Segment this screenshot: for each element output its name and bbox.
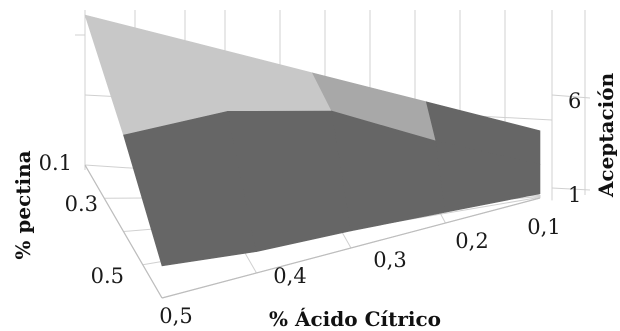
surface-patch [435,140,541,213]
x-tick-label: 0,2 [455,229,488,253]
z-tick-label: 1 [568,183,581,207]
x-tick-label: 0,1 [527,215,560,239]
tick-labels: 0,5 0,4 0,3 0,2 0,1 0.1 0.3 0.5 1 6 [39,89,582,328]
back-wall-gridline [551,187,591,191]
x-tick-label: 0,3 [373,248,406,272]
back-wall-gridline [551,94,591,99]
y-tick-label: 0.3 [65,192,98,216]
y-tick-label: 0.5 [91,264,124,288]
z-axis-title: Aceptación [594,72,618,198]
y-axis-title: % pectina [11,150,35,259]
surface-plot [84,14,541,267]
floor-edge [161,197,541,299]
z-tick-label: 6 [568,89,581,113]
y-tick-label: 0.1 [39,151,72,175]
x-tick-label: 0,4 [273,264,306,288]
x-tick-label: 0,5 [159,304,192,328]
floor-edge [84,164,163,299]
x-axis-title: % Ácido Cítrico [269,307,441,331]
